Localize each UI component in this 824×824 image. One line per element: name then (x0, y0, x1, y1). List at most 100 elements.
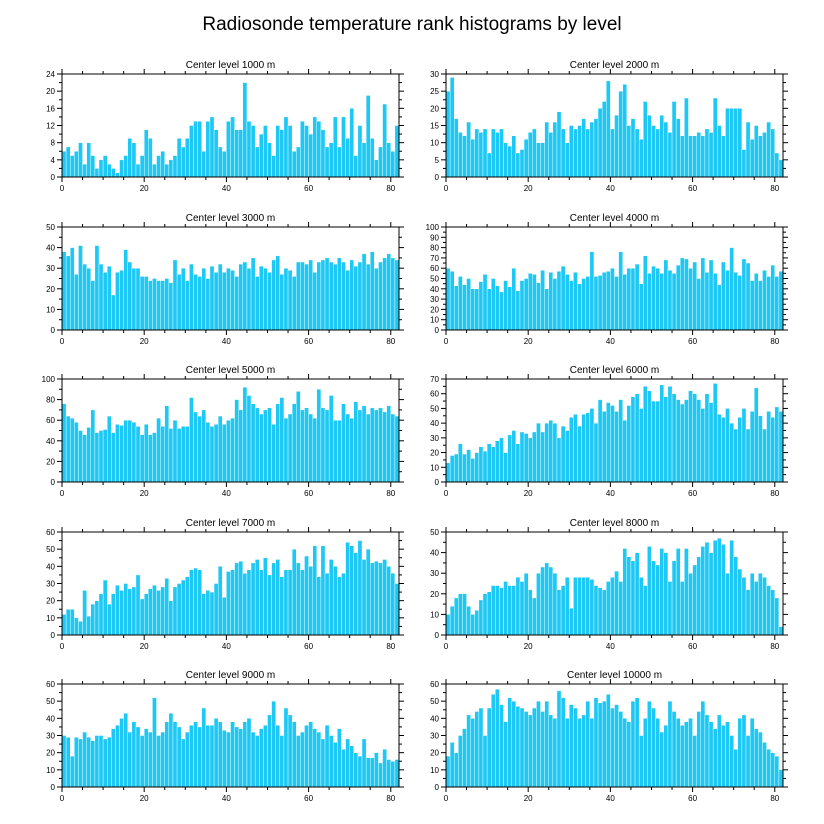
bar (540, 566, 545, 636)
bar (733, 108, 738, 178)
bar (226, 121, 231, 178)
bar (164, 578, 170, 636)
bar (94, 600, 100, 636)
bar (663, 725, 669, 788)
bar (189, 725, 194, 788)
bar (86, 268, 91, 331)
bar (717, 537, 722, 636)
y-tick-label: 60 (46, 528, 55, 537)
x-tick-label: 0 (444, 184, 449, 193)
bar (507, 585, 512, 636)
bar (226, 268, 231, 331)
x-tick-label: 60 (688, 184, 697, 193)
bar (263, 557, 268, 636)
bar (515, 290, 521, 331)
bar (230, 569, 235, 636)
bar (353, 155, 359, 178)
y-tick-label: 20 (46, 457, 55, 466)
bar (593, 585, 599, 636)
bar (564, 577, 570, 636)
bar (172, 420, 178, 483)
bar (226, 571, 231, 636)
bar (766, 585, 771, 636)
bar (324, 409, 330, 483)
bar (382, 749, 387, 788)
y-tick-label: 50 (430, 697, 439, 706)
bar (312, 728, 318, 788)
bar (618, 90, 623, 178)
bar (597, 275, 603, 331)
bar (127, 138, 133, 178)
bar (78, 245, 83, 331)
bar (647, 114, 652, 178)
bar (536, 282, 541, 331)
bar (291, 151, 297, 178)
bar (213, 272, 219, 331)
bar (222, 597, 227, 636)
bar (708, 721, 714, 788)
bar (552, 573, 558, 636)
bar (536, 700, 541, 788)
panel-title: Center level 5000 m (186, 365, 276, 376)
bar (357, 755, 363, 788)
bar (507, 434, 512, 483)
y-tick-label: 20 (46, 87, 55, 96)
bar (647, 546, 652, 636)
bar (741, 408, 747, 483)
bar (745, 735, 751, 788)
bar (90, 280, 96, 331)
bar (320, 738, 326, 788)
bar (688, 390, 693, 483)
bar (152, 163, 157, 178)
bar (692, 135, 697, 178)
bar (729, 540, 734, 636)
bar (230, 270, 235, 331)
bar (536, 573, 541, 636)
bar (749, 573, 755, 636)
bar (328, 395, 334, 483)
y-tick-label: 80 (430, 244, 439, 253)
bar (680, 581, 685, 636)
bar (675, 718, 681, 788)
bar (712, 273, 718, 331)
y-tick-label: 40 (46, 244, 55, 253)
bar (482, 128, 488, 178)
bar (168, 428, 174, 483)
bar (341, 573, 346, 636)
y-tick-label: 30 (430, 732, 439, 741)
bar (107, 265, 112, 331)
bar (160, 151, 165, 178)
bar (454, 752, 459, 788)
bar (626, 721, 632, 788)
bar (495, 688, 500, 788)
bar (320, 545, 326, 636)
bar (353, 752, 359, 788)
bar (758, 731, 763, 788)
bar (659, 548, 665, 636)
bar (230, 721, 235, 788)
bar (486, 288, 492, 331)
bar (361, 559, 367, 636)
bar (250, 731, 256, 788)
bar (466, 278, 471, 331)
bar (119, 159, 124, 178)
bar (291, 721, 297, 788)
bar (745, 428, 751, 483)
y-tick-label: 30 (430, 569, 439, 578)
bar (123, 155, 128, 178)
x-tick-label: 60 (304, 794, 313, 803)
bar (708, 132, 714, 178)
bar (618, 581, 623, 636)
bar (119, 270, 124, 331)
bar (700, 135, 706, 178)
bar (478, 132, 484, 178)
bar (717, 714, 722, 788)
bar (304, 555, 309, 636)
y-tick-label: 0 (435, 478, 440, 487)
bar (659, 114, 665, 178)
bar (569, 280, 574, 331)
bar (172, 586, 178, 636)
bar (663, 396, 669, 483)
bar (61, 735, 67, 788)
bar (254, 276, 260, 331)
